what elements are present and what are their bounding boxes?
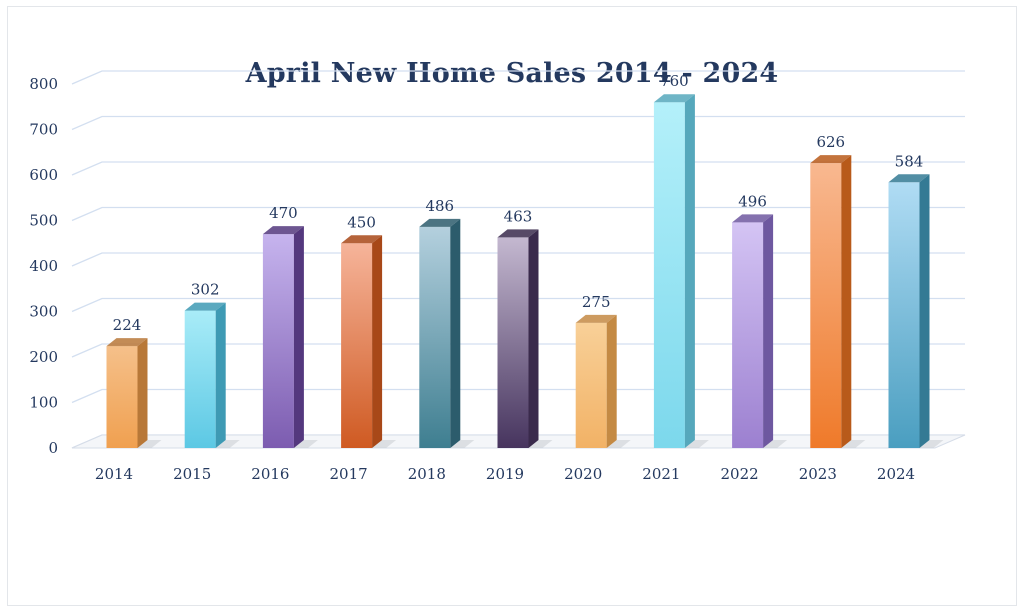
bar-2017 [341,235,397,448]
y-tick-label: 400 [29,257,58,275]
bar-shadow [450,440,475,448]
y-tick-label: 300 [29,303,58,321]
chart-title: April New Home Sales 2014 - 2024 [245,58,779,89]
x-axis: 2014 2015 2016 2017 2018 2019 2020 2021 2022 2023… [95,465,915,483]
bar-side [450,218,461,448]
x-tick-label: 2019 [486,465,524,483]
bar-front [575,322,607,448]
bar-front [419,226,451,448]
x-tick-label: 2024 [877,465,915,483]
bar-top [341,235,383,244]
bar-side [684,94,695,448]
bar-top [184,302,226,311]
data-label: 450 [347,213,376,231]
bar-side [528,229,539,448]
bar-shadow [606,440,631,448]
gridline [71,115,965,131]
bar-shadow [137,440,162,448]
data-label: 275 [582,293,611,311]
bar-front [341,243,373,448]
bar-2014 [106,338,162,448]
bar-front [732,222,764,448]
bar-side [841,155,852,449]
bar-2022 [732,214,788,448]
data-label: 470 [269,204,298,222]
x-tick-label: 2017 [330,465,368,483]
bar-front [184,310,216,448]
bar-shadow [919,440,944,448]
bar-shadow [841,440,866,448]
data-label: 584 [895,152,924,170]
bar-side [293,226,304,448]
data-label: 463 [504,207,533,225]
bar-top [888,174,930,183]
bars [106,94,944,449]
bar-top [575,314,617,323]
y-tick-label: 0 [48,439,58,457]
x-tick-label: 2022 [721,465,759,483]
data-label: 496 [738,192,767,210]
bar-side [606,314,617,448]
bar-side [215,302,226,448]
bar-front [810,163,842,449]
bar-front [653,102,685,448]
bar-top [106,338,148,347]
x-tick-label: 2018 [408,465,446,483]
bar-shadow [684,440,709,448]
bar-side [763,214,774,448]
bar-2018 [419,218,475,448]
data-label: 486 [425,197,454,215]
y-tick-label: 200 [29,348,58,366]
bar-top [732,214,774,223]
bar-side [919,174,930,448]
data-label: 302 [191,281,220,299]
data-label: 626 [816,133,845,151]
bar-front [262,234,294,448]
bar-top [497,229,539,238]
data-label: 760 [660,72,689,90]
x-tick-label: 2020 [564,465,602,483]
y-tick-label: 700 [29,121,58,139]
gridline [71,70,965,85]
y-tick-label: 600 [29,166,58,184]
x-tick-label: 2016 [251,465,289,483]
bar-shadow [528,440,553,448]
bar-shadow [215,440,240,448]
x-tick-label: 2021 [642,465,680,483]
bar-front [106,346,138,448]
bar-top [653,94,695,103]
bar-2020 [575,314,631,448]
bar-2016 [262,226,318,448]
bar-2021 [653,94,709,448]
bar-top [810,155,852,164]
bar-top [419,218,461,227]
bar-2023 [810,155,866,449]
bar-top [262,226,304,235]
y-tick-label: 800 [29,75,58,93]
bar-2015 [184,302,240,448]
x-tick-label: 2015 [173,465,211,483]
bar-side [137,338,148,448]
y-tick-label: 100 [29,394,58,412]
x-tick-label: 2014 [95,465,133,483]
y-axis: 0 100 200 300 400 500 600 700 800 [29,75,58,457]
bar-front [497,237,529,448]
bar-2019 [497,229,553,448]
data-label: 224 [113,316,142,334]
bar-shadow [763,440,788,448]
bar-side [372,235,383,448]
bar-shadow [372,440,397,448]
bar-shadow [293,440,318,448]
y-tick-label: 500 [29,212,58,230]
bar-2024 [888,174,944,448]
bar-front [888,182,920,448]
x-tick-label: 2023 [799,465,837,483]
data-labels: 224 302 470 450 486 463 275 760 496 626 584 [113,72,924,334]
